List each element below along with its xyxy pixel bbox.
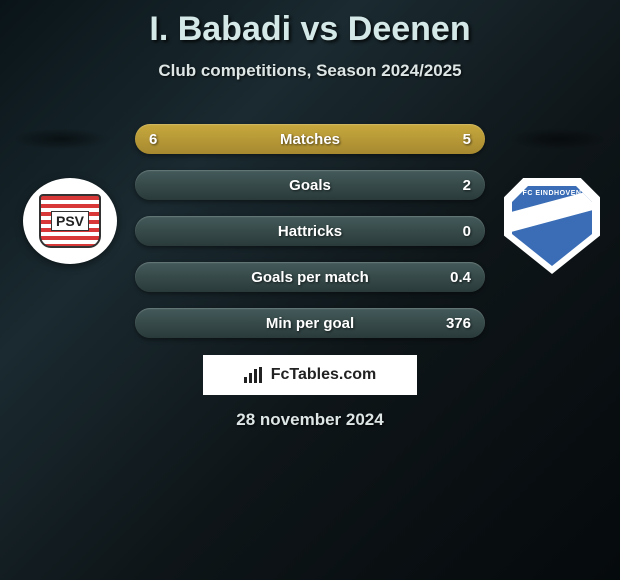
eindhoven-badge-text: FC EINDHOVEN (504, 190, 600, 197)
stat-label: Hattricks (278, 223, 342, 240)
stat-row-min-per-goal: Min per goal 376 (135, 308, 485, 338)
footer-attribution[interactable]: FcTables.com (203, 355, 417, 395)
stats-container: 6 Matches 5 Goals 2 Hattricks 0 Goals pe… (135, 124, 485, 354)
stat-right-value: 0 (463, 223, 471, 240)
bar-icon (254, 369, 257, 383)
player-shadow-left (12, 128, 112, 150)
psv-badge-inner: PSV (39, 194, 101, 248)
eindhoven-badge: FC EINDHOVEN (504, 178, 600, 274)
player-shadow-right (508, 128, 608, 150)
stat-row-hattricks: Hattricks 0 (135, 216, 485, 246)
bar-icon (249, 373, 252, 383)
footer-text: FcTables.com (271, 366, 377, 384)
eindhoven-shield-inner (512, 186, 592, 266)
stat-row-matches: 6 Matches 5 (135, 124, 485, 154)
stat-row-goals-per-match: Goals per match 0.4 (135, 262, 485, 292)
stat-label: Goals per match (251, 269, 369, 286)
bar-icon (259, 367, 262, 383)
team-badge-left: PSV (23, 178, 117, 264)
eindhoven-shield-icon: FC EINDHOVEN (504, 178, 600, 274)
stat-row-goals: Goals 2 (135, 170, 485, 200)
date-label: 28 november 2024 (0, 410, 620, 430)
stat-right-value: 5 (463, 131, 471, 148)
psv-badge-text: PSV (51, 211, 89, 231)
bar-icon (244, 377, 247, 383)
page-subtitle: Club competitions, Season 2024/2025 (0, 61, 620, 81)
stat-label: Min per goal (266, 315, 354, 332)
fctables-logo-icon (244, 367, 266, 383)
stat-right-value: 2 (463, 177, 471, 194)
stat-right-value: 0.4 (450, 269, 471, 286)
page-title: I. Babadi vs Deenen (0, 0, 620, 49)
team-badge-right: FC EINDHOVEN (504, 178, 600, 274)
stat-right-value: 376 (446, 315, 471, 332)
stat-left-value: 6 (149, 131, 157, 148)
psv-badge: PSV (23, 178, 117, 264)
stat-label: Matches (280, 131, 340, 148)
stat-label: Goals (289, 177, 331, 194)
